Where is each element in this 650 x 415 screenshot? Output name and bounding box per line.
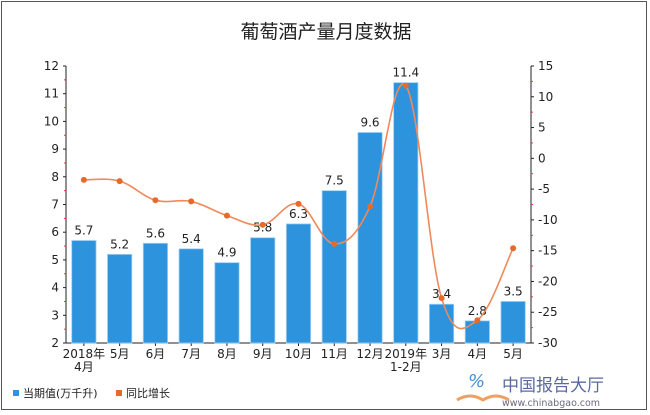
bar — [321, 190, 347, 344]
x-tick-label: 11月 — [321, 347, 348, 361]
left-tick-label: 2 — [51, 336, 59, 350]
left-tick-label: 3 — [51, 308, 59, 322]
x-tick-label: 6月 — [146, 347, 166, 361]
yoy-growth-point — [367, 203, 374, 210]
x-tick-label: 8月 — [217, 347, 237, 361]
left-tick-label: 12 — [44, 59, 59, 73]
yoy-growth-point — [510, 245, 517, 252]
left-tick-label: 9 — [51, 142, 59, 156]
bar — [214, 262, 240, 344]
x-tick-label: 5月 — [110, 347, 130, 361]
yoy-growth-point — [259, 221, 266, 228]
x-tick-label: 12月 — [356, 347, 383, 361]
left-tick-label: 11 — [44, 87, 59, 101]
bar — [429, 303, 455, 344]
bar-data-label: 11.4 — [392, 66, 419, 80]
yoy-growth-point — [80, 176, 87, 183]
bar — [464, 320, 490, 344]
bar-data-label: 5.6 — [146, 226, 165, 240]
right-tick-label: 10 — [538, 90, 553, 104]
right-tick-label: -10 — [538, 213, 558, 227]
right-tick-label: -15 — [538, 244, 558, 258]
x-tick-label: 3月 — [432, 347, 452, 361]
legend-label-line: 同比增长 — [126, 386, 170, 400]
bar-data-label: 3.4 — [432, 287, 451, 301]
x-tick-label: 2018年 — [63, 347, 106, 361]
bar-data-label: 4.9 — [217, 246, 236, 260]
bar — [357, 132, 383, 344]
watermark-logo: % 中国报告大厅 www.chinabgao.com — [456, 371, 604, 409]
right-tick-label: 15 — [538, 59, 553, 73]
bar — [393, 82, 419, 344]
left-tick-label: 4 — [51, 281, 59, 295]
bar — [250, 237, 276, 344]
chart: 葡萄酒产量月度数据 2 3 4 5 6 7 8 9 10 11 12 -30 -25 -20 -15 -10 -… — [13, 21, 604, 409]
legend: 当期值(万千升) 同比增长 — [13, 386, 170, 400]
chart-frame: 葡萄酒产量月度数据 2 3 4 5 6 7 8 9 10 11 12 -30 -25 -20 -15 -10 -… — [1, 1, 647, 410]
x-tick-label: 4月 — [468, 347, 488, 361]
x-tick-label: 4月 — [74, 360, 94, 374]
watermark-name: 中国报告大厅 — [502, 376, 604, 396]
right-tick-label: -5 — [538, 182, 550, 196]
bar-data-label: 5.2 — [110, 237, 129, 251]
bar — [142, 242, 168, 344]
left-tick-label: 8 — [51, 170, 59, 184]
yoy-growth-point — [474, 317, 481, 324]
yoy-growth-point — [438, 295, 445, 302]
left-tick-label: 5 — [51, 253, 59, 267]
yoy-growth-point — [223, 212, 230, 219]
watermark-book-icon — [456, 394, 510, 402]
legend-swatch-bar — [13, 390, 19, 396]
yoy-growth-point — [331, 240, 338, 247]
bar-data-label: 5.4 — [182, 232, 201, 246]
yoy-growth-point — [116, 178, 123, 185]
bar — [71, 240, 97, 344]
bar-data-label: 2.8 — [468, 304, 487, 318]
bar — [178, 248, 204, 344]
bar — [285, 223, 312, 344]
x-tick-label: 1-2月 — [390, 360, 422, 374]
bar-data-label: 7.5 — [325, 174, 344, 188]
yoy-growth-point — [295, 200, 302, 207]
right-tick-label: -20 — [538, 274, 558, 288]
watermark-url: www.chinabgao.com — [502, 398, 600, 409]
right-tick-label: 5 — [538, 121, 546, 135]
left-tick-label: 10 — [44, 114, 59, 128]
x-tick-label: 7月 — [181, 347, 201, 361]
watermark-logo-mark: % — [468, 371, 485, 392]
right-tick-label: 0 — [538, 151, 546, 165]
x-tick-label: 2019年 — [385, 347, 428, 361]
right-tick-label: -30 — [538, 336, 558, 350]
x-tick-label: 9月 — [253, 347, 273, 361]
bar-data-label: 3.5 — [504, 284, 523, 298]
left-tick-label: 7 — [51, 198, 59, 212]
bar-data-label: 9.6 — [360, 115, 379, 129]
bar-data-label: 5.7 — [74, 224, 93, 238]
legend-label-bar: 当期值(万千升) — [23, 386, 98, 400]
yoy-growth-point — [188, 198, 195, 205]
bar — [500, 301, 526, 344]
x-tick-label: 5月 — [503, 347, 523, 361]
left-tick-label: 6 — [51, 225, 59, 239]
legend-swatch-line — [116, 390, 122, 396]
bar-data-label: 6.3 — [289, 207, 308, 221]
chart-title: 葡萄酒产量月度数据 — [240, 21, 411, 43]
yoy-growth-point — [402, 82, 409, 89]
yoy-growth-point — [152, 197, 159, 204]
right-tick-label: -25 — [538, 305, 558, 319]
bar — [107, 253, 133, 344]
x-tick-label: 10月 — [285, 347, 312, 361]
